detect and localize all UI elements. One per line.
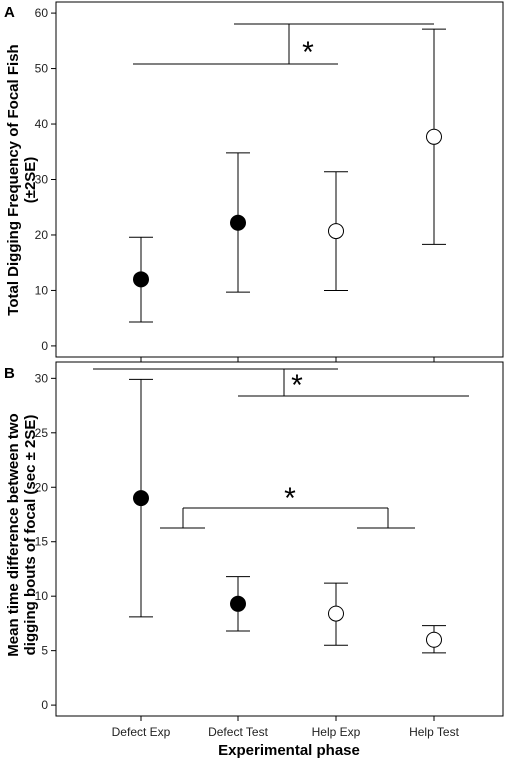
x-tick-label: Help Exp (312, 725, 361, 739)
y-tick-label: 0 (41, 339, 48, 353)
y-tick-label: 25 (35, 426, 49, 440)
data-point-open (328, 223, 344, 240)
panel-label: A (4, 4, 15, 21)
panel-b: B 0 5 10 15 20 25 30 Defect Exp Defect Test Help E… (4, 361, 504, 739)
plot-frame (55, 361, 504, 717)
y-tick-label: 0 (41, 698, 48, 712)
y-tick-label: 15 (35, 535, 49, 549)
significance-star: * (284, 482, 296, 515)
y-axis-label-line: Mean time difference between two (5, 413, 22, 656)
x-tick-label: Help Test (409, 725, 459, 739)
y-axis-label-line: digging bouts of focal (sec ± 2SE) (22, 415, 39, 656)
panel-a: A 0 10 20 30 40 50 60 Total Digging Frequency of… (4, 1, 504, 362)
significance-star: * (291, 369, 303, 402)
y-tick-label: 5 (41, 644, 48, 658)
y-tick-label: 60 (35, 6, 49, 20)
x-tick-label: Defect Exp (112, 725, 171, 739)
y-axis-label: Mean time difference between twodigging … (5, 413, 39, 656)
significance-star: * (302, 36, 314, 69)
data-point-filled (230, 595, 246, 612)
y-axis-label-line: (±2SE) (22, 157, 39, 204)
y-tick-label: 10 (35, 283, 49, 297)
x-axis-label: Experimental phase (218, 742, 360, 759)
y-tick-label: 20 (35, 480, 49, 494)
y-tick-label: 50 (35, 62, 49, 76)
data-point-filled (133, 271, 149, 288)
y-tick-label: 10 (35, 589, 49, 603)
data-point-filled (133, 490, 149, 507)
y-axis-label: Total Digging Frequency of Focal Fish(±2… (5, 44, 39, 315)
panel-label: B (4, 365, 15, 382)
data-point-open (426, 631, 442, 648)
data-point-filled (230, 214, 246, 231)
y-tick-label: 30 (35, 173, 49, 187)
x-tick-label: Defect Test (208, 725, 268, 739)
y-axis-label-line: Total Digging Frequency of Focal Fish (5, 44, 22, 315)
y-tick-label: 30 (35, 371, 49, 385)
plot-frame (55, 1, 504, 358)
data-point-open (426, 128, 442, 145)
data-point-open (328, 605, 344, 622)
y-tick-label: 20 (35, 228, 49, 242)
y-tick-label: 40 (35, 117, 49, 131)
